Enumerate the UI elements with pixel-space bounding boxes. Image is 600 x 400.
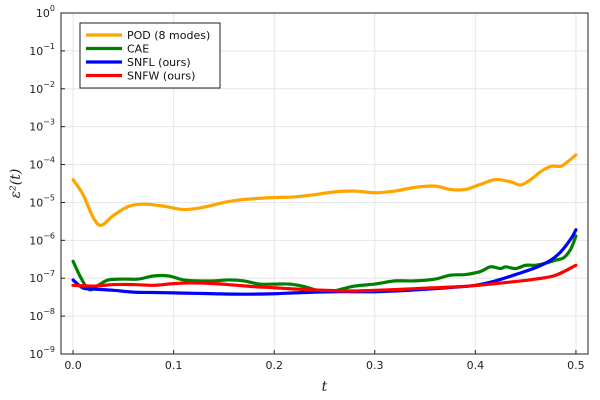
legend-label: POD (8 modes): [127, 29, 210, 42]
legend-box: [79, 22, 221, 89]
x-tick-label: 0.3: [366, 359, 384, 372]
x-tick-label: 0.0: [64, 359, 82, 372]
y-tick-exponent: −4: [43, 156, 55, 165]
y-tick-exponent: −1: [43, 42, 55, 51]
y-tick-label: 10−5: [29, 193, 55, 209]
y-tick-base: 10: [29, 272, 43, 285]
y-tick-label: 10−4: [29, 156, 55, 172]
y-tick-base: 10: [29, 310, 43, 323]
y-tick-exponent: −9: [43, 345, 55, 354]
y-tick-exponent: 0: [50, 4, 55, 13]
y-tick-label: 10−6: [29, 231, 55, 247]
y-tick-exponent: −7: [43, 269, 55, 278]
x-tick-label: 0.4: [467, 359, 485, 372]
y-tick-base: 10: [29, 348, 43, 361]
y-tick-label: 10−1: [29, 42, 55, 58]
x-axis: 0.0 0.1 0.2 0.3 0.4 0.5: [64, 350, 585, 372]
y-tick-base: 10: [29, 45, 43, 58]
plot-area-frame: [60, 12, 589, 355]
series-layer: [71, 153, 578, 296]
series-line-3: [71, 263, 578, 293]
y-axis-label: ε²(t): [8, 169, 24, 199]
y-tick-base: 10: [36, 7, 50, 20]
y-tick-label: 100: [36, 4, 55, 20]
y-tick-base: 10: [29, 159, 43, 172]
y-tick-exponent: −6: [43, 231, 55, 240]
y-tick-base: 10: [29, 196, 43, 209]
y-tick-exponent: −5: [43, 193, 55, 202]
y-tick-exponent: −2: [43, 80, 55, 89]
x-tick-label: 0.5: [567, 359, 585, 372]
legend-label: SNFW (ours): [127, 70, 195, 83]
y-tick-label: 10−3: [29, 118, 55, 134]
y-tick-label: 10−8: [29, 307, 55, 323]
y-tick-label: 10−9: [29, 345, 55, 361]
y-tick-exponent: −8: [43, 307, 55, 316]
x-tick-label: 0.2: [265, 359, 283, 372]
y-tick-base: 10: [29, 83, 43, 96]
series-line-0: [71, 153, 578, 227]
x-tick-label: 0.1: [165, 359, 183, 372]
legend-label: CAE: [127, 43, 149, 56]
y-tick-label: 10−2: [29, 80, 55, 96]
x-axis-label: t: [322, 379, 328, 395]
legend-label: SNFL (ours): [127, 56, 191, 69]
y-tick-base: 10: [29, 121, 43, 134]
y-tick-exponent: −3: [43, 118, 55, 127]
y-tick-label: 10−7: [29, 269, 55, 285]
y-tick-base: 10: [29, 234, 43, 247]
